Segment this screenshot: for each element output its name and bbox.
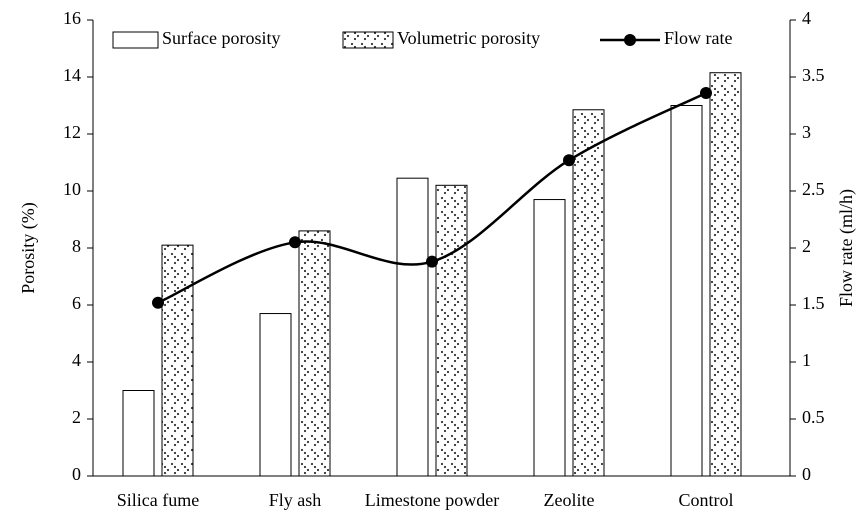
y2-tick-label: 0.5 [802, 407, 825, 427]
bar [435, 184, 468, 477]
bar [259, 313, 292, 477]
legend-label: Flow rate [664, 28, 732, 48]
y2-tick-label: 1.5 [802, 293, 825, 313]
line [157, 91, 707, 304]
y2-tick-label: 3.5 [802, 65, 825, 85]
bar [122, 390, 155, 477]
y-tick-label: 2 [72, 407, 81, 427]
point [700, 86, 712, 99]
legend-swatch [112, 31, 159, 49]
y-tick-label: 8 [72, 236, 81, 256]
bar [533, 199, 566, 477]
x-tick-label: Fly ash [269, 490, 322, 510]
x-tick-label: Silica fume [117, 490, 199, 510]
point [289, 236, 301, 249]
legend-swatch [342, 31, 394, 49]
bar [572, 109, 605, 477]
y2-tick-label: 0 [802, 464, 811, 484]
y-tick-label: 0 [72, 464, 81, 484]
bar [709, 72, 742, 477]
y-tick-label: 6 [72, 293, 81, 313]
y-tick-label: 16 [63, 8, 81, 28]
point [563, 154, 575, 167]
bar [298, 230, 331, 477]
y2-tick-label: 2 [802, 236, 811, 256]
bar [396, 177, 429, 477]
point [426, 255, 438, 268]
y-tick-label: 14 [63, 65, 81, 85]
x-tick-label: Control [678, 490, 733, 510]
x-tick-label: Limestone powder [365, 490, 499, 510]
y2-axis-title: Flow rate (ml/h) [836, 189, 857, 307]
y2-tick-label: 2.5 [802, 179, 825, 199]
bar [161, 244, 194, 477]
x-tick-label: Zeolite [544, 490, 595, 510]
legend-label: Volumetric porosity [397, 28, 540, 48]
y2-tick-label: 3 [802, 122, 811, 142]
point [152, 296, 164, 309]
bar [670, 105, 703, 477]
y2-tick-label: 4 [802, 8, 811, 28]
legend-label: Surface porosity [162, 28, 280, 48]
y2-tick-label: 1 [802, 350, 811, 370]
y-axis-title: Porosity (%) [18, 202, 39, 294]
y-tick-label: 10 [63, 179, 81, 199]
y-tick-label: 12 [63, 122, 81, 142]
legend-marker [624, 34, 636, 46]
y-tick-label: 4 [72, 350, 81, 370]
